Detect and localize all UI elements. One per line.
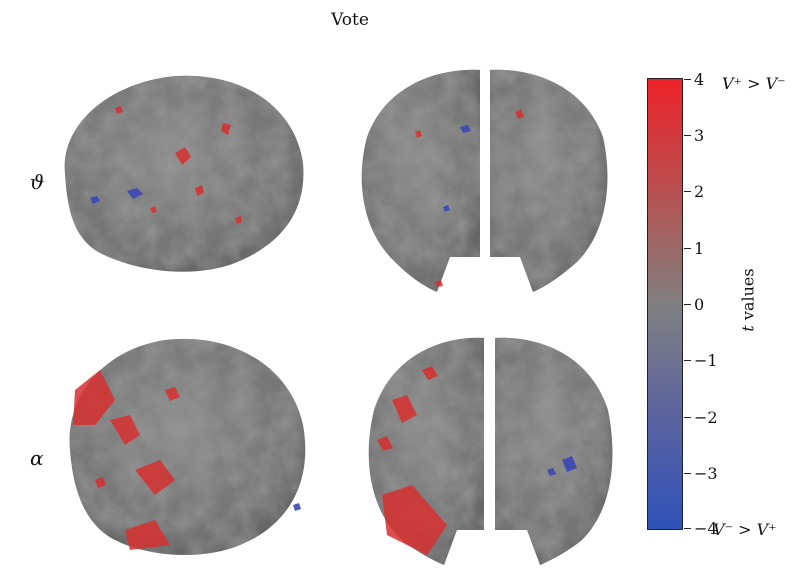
row-label-theta: ϑ: [30, 170, 45, 194]
colorbar-tick: [684, 135, 691, 136]
colorbar-tick-label: −2: [694, 408, 718, 427]
colorbar-tick-label: 1: [694, 239, 705, 258]
brain-theta-lateral: [64, 75, 304, 272]
colorbar-tick-label: 0: [694, 295, 705, 314]
colorbar-tick: [684, 360, 691, 361]
colorbar-tick-label: −4: [694, 519, 718, 538]
colorbar-tick-label: −1: [694, 351, 718, 370]
colorbar-tick: [684, 304, 691, 305]
colorbar-tick: [684, 473, 691, 474]
colorbar-tick: [684, 248, 691, 249]
colorbar-axis-text: values: [738, 268, 758, 326]
brain-theta-posterior: [361, 69, 608, 292]
row-label-alpha: α: [30, 446, 44, 470]
colorbar-axis-variable: t: [738, 325, 758, 332]
colorbar-tick-label: 2: [694, 182, 705, 201]
colorbar-tick-label: −3: [694, 464, 718, 483]
annotation-positive: V⁺ > V⁻: [722, 74, 786, 93]
colorbar-tick: [684, 417, 691, 418]
figure-title: Vote: [331, 10, 369, 30]
brain-alpha-posterior: [368, 337, 613, 565]
colorbar-tick-label: 3: [694, 126, 705, 145]
colorbar-tick: [684, 79, 691, 80]
colorbar-tick-label: 4: [694, 70, 705, 89]
colorbar-tick: [684, 528, 691, 529]
colorbar-tick: [684, 191, 691, 192]
colorbar: [647, 78, 683, 530]
annotation-negative: V⁻ > V⁺: [713, 520, 777, 539]
colorbar-axis-label: t values: [739, 268, 758, 331]
brain-alpha-lateral: [69, 338, 306, 556]
